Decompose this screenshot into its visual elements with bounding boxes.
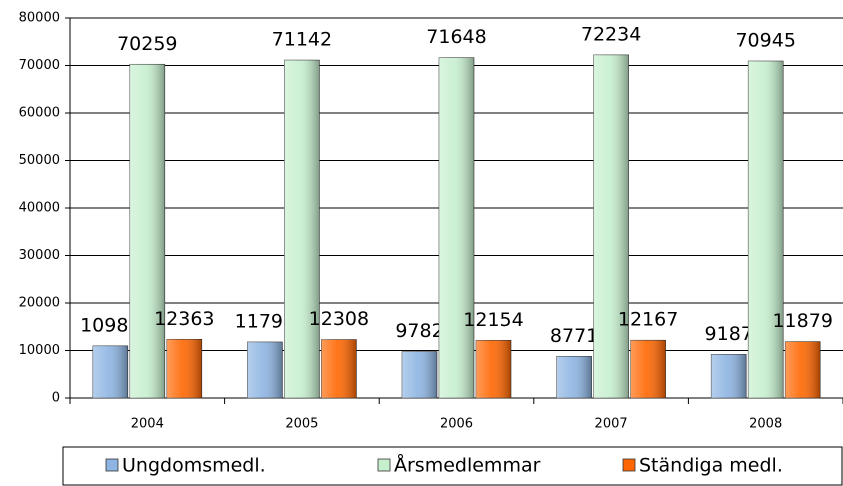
y-tick-label: 0	[52, 391, 60, 406]
y-tick-label: 80000	[19, 11, 60, 26]
x-tick-label: 2005	[285, 417, 318, 432]
y-tick-label: 20000	[19, 296, 60, 311]
data-label: 71648	[426, 26, 486, 48]
bar-shade	[556, 356, 592, 398]
bar-shade	[476, 340, 511, 398]
legend-label: Ungdomsmedl.	[122, 455, 266, 477]
data-label: 71142	[272, 29, 332, 51]
y-tick-label: 40000	[19, 201, 60, 216]
y-tick-label: 70000	[19, 58, 60, 73]
bar-shade	[166, 339, 202, 398]
data-label: 12363	[154, 308, 214, 330]
bar-shade	[593, 54, 629, 399]
data-label: 9782	[395, 320, 443, 342]
data-label: 72234	[581, 23, 641, 45]
x-tick-label: 2007	[595, 417, 628, 432]
legend-marker	[105, 458, 119, 472]
data-label: 70945	[735, 30, 795, 52]
bar-shade	[439, 57, 474, 399]
bar-shade	[748, 61, 784, 398]
data-label: 11798	[235, 310, 295, 332]
data-label: 10981	[80, 314, 140, 336]
bar-shade	[402, 351, 437, 398]
bar-shade	[247, 341, 283, 398]
legend-box	[62, 446, 843, 486]
y-tick-label: 60000	[19, 106, 60, 121]
y-tick-label: 10000	[19, 343, 60, 358]
data-label: 11879	[772, 310, 832, 332]
bar-shade	[92, 345, 128, 398]
bar-shade	[284, 60, 320, 398]
legend-marker	[622, 458, 636, 472]
data-label: 12154	[463, 309, 523, 331]
data-label: 12308	[309, 308, 369, 330]
y-tick-label: 30000	[19, 248, 60, 263]
data-label: 9187	[705, 323, 753, 345]
legend-marker	[377, 458, 391, 472]
y-tick-label: 50000	[19, 153, 60, 168]
bar-shade	[321, 339, 357, 398]
bar-shade	[785, 341, 821, 398]
legend-label: Årsmedlemmar	[394, 454, 541, 477]
data-label: 8771	[550, 325, 598, 347]
x-tick-label: 2004	[131, 417, 164, 432]
data-label: 12167	[618, 309, 678, 331]
bar-shade	[711, 354, 747, 398]
bar-shade	[630, 340, 666, 398]
legend-label: Ständiga medl.	[639, 455, 783, 477]
x-tick-label: 2006	[440, 417, 473, 432]
data-label: 70259	[117, 33, 177, 55]
x-tick-label: 2008	[749, 417, 782, 432]
bar-shade	[129, 64, 165, 399]
